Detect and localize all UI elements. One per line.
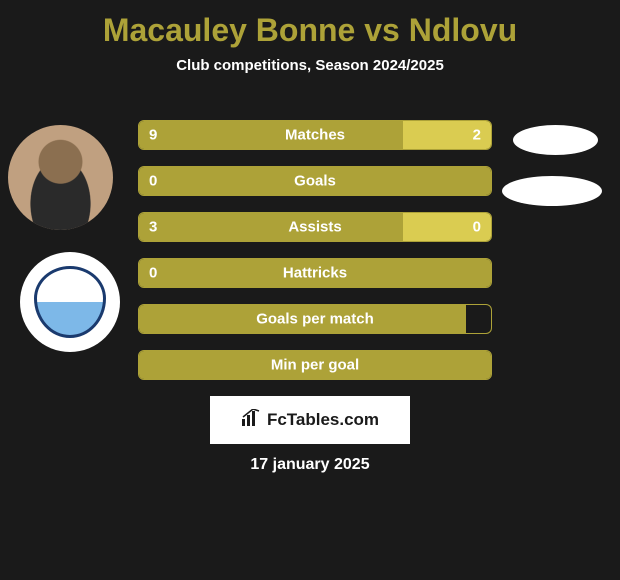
stat-row: Assists3 0 bbox=[138, 212, 492, 242]
player-left-avatar bbox=[8, 125, 113, 230]
stat-row: Matches9 2 bbox=[138, 120, 492, 150]
stat-value-left: 9 bbox=[149, 127, 157, 144]
player-right-avatar-placeholder bbox=[513, 125, 598, 155]
footer-date: 17 january 2025 bbox=[0, 456, 620, 474]
stat-row: Min per goal bbox=[138, 350, 492, 380]
stat-label: Assists bbox=[139, 219, 491, 236]
player-left-club-badge bbox=[20, 252, 120, 352]
stat-value-left: 3 bbox=[149, 219, 157, 236]
brand-text: FcTables.com bbox=[267, 410, 379, 430]
stat-row: Goals0 bbox=[138, 166, 492, 196]
stat-label: Goals per match bbox=[139, 311, 491, 328]
stat-row: Goals per match bbox=[138, 304, 492, 334]
player-right-club-placeholder bbox=[502, 176, 602, 206]
stat-label: Hattricks bbox=[139, 265, 491, 282]
brand-badge: FcTables.com bbox=[210, 396, 410, 444]
stat-label: Min per goal bbox=[139, 357, 491, 374]
stat-row: Hattricks0 bbox=[138, 258, 492, 288]
stat-label: Matches bbox=[139, 127, 491, 144]
shield-icon bbox=[34, 266, 106, 338]
stat-value-right: 0 bbox=[473, 219, 481, 236]
stat-value-right: 2 bbox=[473, 127, 481, 144]
stat-label: Goals bbox=[139, 173, 491, 190]
chart-icon bbox=[241, 409, 261, 432]
stat-value-left: 0 bbox=[149, 265, 157, 282]
comparison-title: Macauley Bonne vs Ndlovu bbox=[0, 0, 620, 49]
stat-value-left: 0 bbox=[149, 173, 157, 190]
stats-bars: Matches92Goals0Assists30Hattricks0Goals … bbox=[138, 120, 492, 396]
comparison-subtitle: Club competitions, Season 2024/2025 bbox=[0, 57, 620, 74]
